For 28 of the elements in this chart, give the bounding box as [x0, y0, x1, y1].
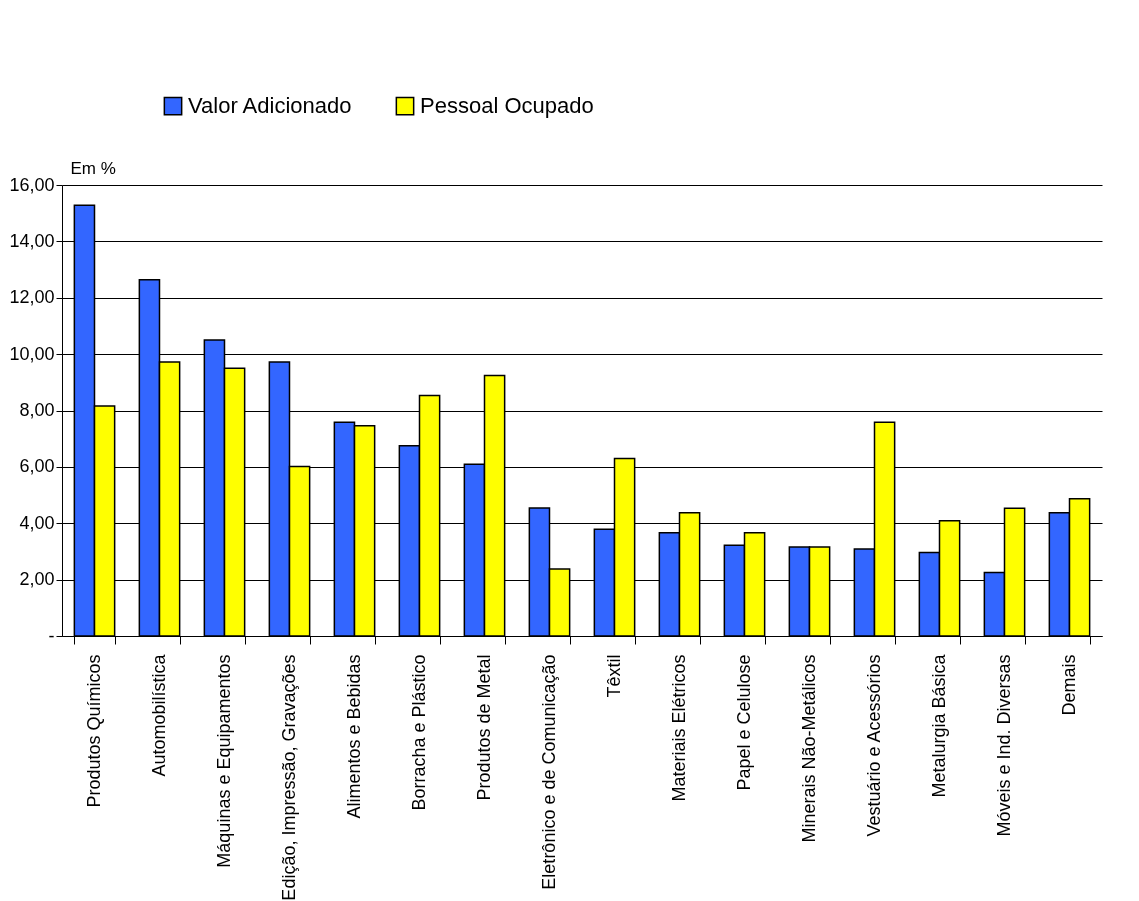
y-tick-label: 14,00 [9, 230, 55, 251]
y-tick-label: 4,00 [19, 512, 55, 533]
x-tick-label: Papel e Celulose [734, 654, 754, 791]
y-tick-label: 6,00 [19, 456, 55, 477]
y-axis-title: Em % [70, 158, 116, 178]
x-tick-label: Demais [1059, 654, 1079, 716]
x-tick-label: Edição, Impressão, Gravações [279, 654, 299, 901]
y-tick-label: 10,00 [9, 343, 55, 364]
legend-label: Pessoal Ocupado [420, 93, 594, 119]
x-tick-label: Têxtil [604, 654, 624, 698]
x-tick-label: Materiais Elétricos [669, 654, 689, 802]
x-tick-label: Máquinas e Equipamentos [214, 654, 234, 868]
y-tick-label: 16,00 [9, 174, 55, 195]
x-tick-label: Minerais Não-Metálicos [799, 654, 819, 843]
x-tick-label: Automobilística [149, 653, 169, 777]
x-tick-label: Vestuário e Acessórios [864, 654, 884, 837]
x-tick-label: Móveis e Ind. Diversas [994, 654, 1014, 837]
y-tick-label: 2,00 [19, 569, 55, 590]
x-tick-label: Borracha e Plástico [409, 654, 429, 811]
x-tick-label: Eletrônico e de Comunicação [539, 654, 559, 890]
x-tick-label: Metalurgia Básica [929, 653, 949, 798]
y-tick-label: - [48, 625, 55, 646]
y-tick-label: 8,00 [19, 400, 55, 420]
x-tick-label: Produtos Químicos [84, 654, 104, 808]
x-tick-label: Alimentos e Bebidas [344, 654, 364, 819]
legend-label: Valor Adicionado [188, 93, 352, 119]
x-tick-label: Produtos de Metal [474, 654, 494, 801]
y-tick-label: 12,00 [9, 287, 55, 308]
